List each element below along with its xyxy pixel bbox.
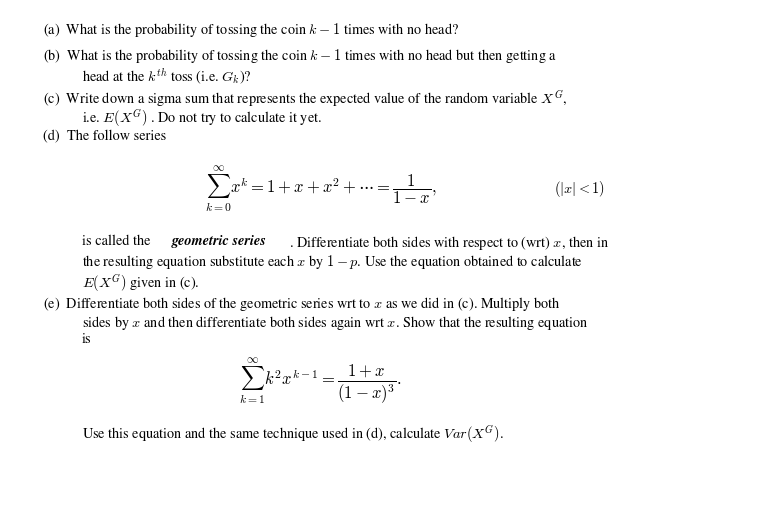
Text: $(|x| < 1)$: $(|x| < 1)$ (553, 179, 605, 199)
Text: $\sum_{k=0}^{\infty} x^k = 1 + x + x^2 + \cdots = \dfrac{1}{1-x},$: $\sum_{k=0}^{\infty} x^k = 1 + x + x^2 +… (205, 165, 437, 214)
Text: is: is (82, 333, 92, 346)
Text: Use this equation and the same technique used in (d), calculate $Var(X^G)$.: Use this equation and the same technique… (82, 423, 504, 446)
Text: (b)  What is the probability of tossing the coin $k-1$ times with no head but th: (b) What is the probability of tossing t… (42, 47, 557, 65)
Text: (e)  Differentiate both sides of the geometric series wrt to $x$ as we did in (c: (e) Differentiate both sides of the geom… (42, 295, 561, 313)
Text: . Differentiate both sides with respect to (wrt) $x$, then in: . Differentiate both sides with respect … (289, 235, 609, 252)
Text: head at the $k^{th}$ toss (i.e. $G_k$)?: head at the $k^{th}$ toss (i.e. $G_k$)? (82, 66, 252, 87)
Text: (d)  The follow series: (d) The follow series (42, 130, 166, 144)
Text: sides by $x$ and then differentiate both sides again wrt $x$. Show that the resu: sides by $x$ and then differentiate both… (82, 314, 588, 332)
Text: geometric series: geometric series (171, 235, 266, 248)
Text: (c)  Write down a sigma sum that represents the expected value of the random var: (c) Write down a sigma sum that represen… (42, 89, 568, 110)
Text: is called the: is called the (82, 235, 154, 248)
Text: $E(X^G)$ given in (c).: $E(X^G)$ given in (c). (82, 272, 199, 295)
Text: i.e. $E(X^G)$ . Do not try to calculate it yet.: i.e. $E(X^G)$ . Do not try to calculate … (82, 108, 322, 130)
Text: (a)  What is the probability of tossing the coin $k-1$ times with no head?: (a) What is the probability of tossing t… (42, 21, 459, 39)
Text: $\sum_{k=1}^{\infty} k^2 x^{k-1} = \dfrac{1+x}{(1-x)^3}.$: $\sum_{k=1}^{\infty} k^2 x^{k-1} = \dfra… (240, 357, 402, 406)
Text: the resulting equation substitute each $x$ by $1-p$. Use the equation obtained t: the resulting equation substitute each $… (82, 253, 583, 271)
